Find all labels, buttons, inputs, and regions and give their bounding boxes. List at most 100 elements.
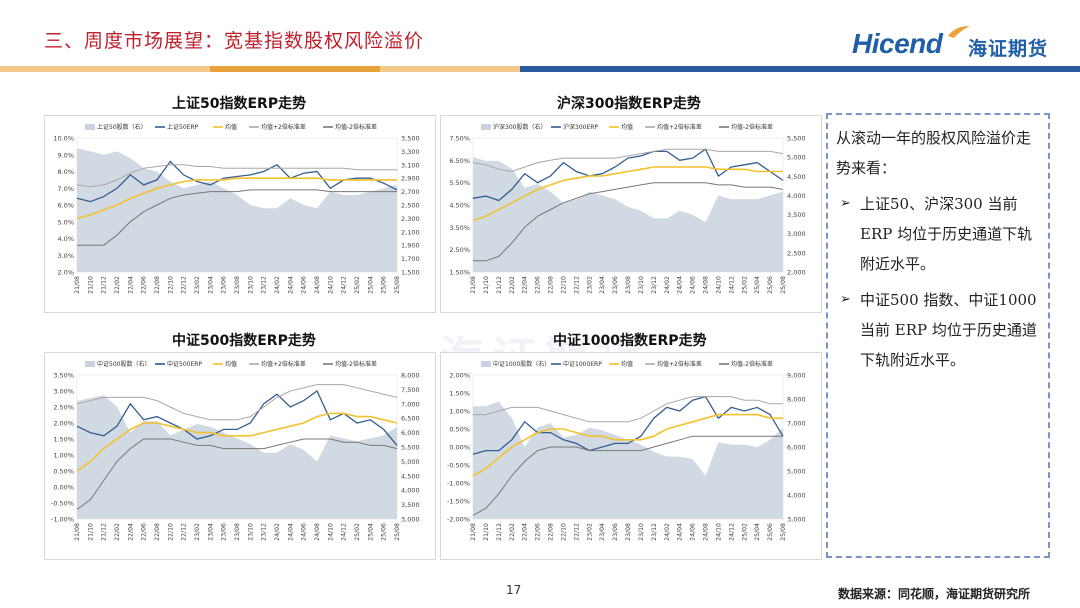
x-axis-tick-label: 22/10 (560, 523, 567, 541)
x-axis-tick-label: 24/12 (728, 523, 735, 541)
x-axis-tick-label: 24/08 (314, 276, 321, 294)
right-axis-tick-label: 5,000 (787, 468, 806, 476)
left-axis-tick-label: 1.50% (449, 390, 470, 398)
right-axis-tick-label: 1,900 (401, 242, 420, 250)
x-axis-tick-label: 23/08 (625, 523, 632, 541)
x-axis-tick-label: 24/08 (703, 276, 710, 294)
commentary-bullet-text: 中证500 指数、中证1000当前 ERP 均位于历史通道下轨附近水平。 (860, 291, 1037, 369)
x-axis-tick-label: 22/12 (181, 523, 188, 541)
legend-label: 均值+2倍标准差 (657, 123, 702, 131)
left-axis-tick-label: -0.50% (447, 462, 470, 470)
x-axis-tick-label: 25/08 (780, 523, 787, 541)
right-axis-tick-label: 6,000 (401, 429, 420, 437)
x-axis-tick-label: 25/08 (394, 523, 401, 541)
x-axis-tick-label: 22/08 (548, 523, 555, 541)
arrow-bullet-icon: ➢ (840, 196, 851, 211)
legend-label: 均值+2倍标准差 (657, 360, 702, 368)
page-number: 17 (506, 583, 522, 597)
x-axis-tick-label: 25/06 (381, 523, 388, 541)
chart-title-csi300: 沪深300指数ERP走势 (557, 96, 701, 112)
left-axis-tick-label: 3.50% (449, 224, 470, 232)
right-axis-tick-label: 5,500 (401, 444, 420, 452)
right-axis-tick-label: 5,000 (401, 458, 420, 466)
left-axis-tick-label: 2.50% (449, 246, 470, 254)
legend-label: 均值 (621, 123, 633, 131)
x-axis-tick-label: 21/12 (101, 276, 108, 294)
x-axis-tick-label: 25/06 (381, 276, 388, 294)
header-divider-band (0, 66, 1080, 72)
legend-swatch-area (85, 361, 95, 367)
left-axis-tick-label: -1.00% (447, 480, 470, 488)
x-axis-tick-label: 24/02 (274, 523, 281, 541)
right-axis-tick-label: 4,000 (401, 487, 420, 495)
left-axis-tick-label: 7.0% (57, 185, 74, 193)
logo-chinese-name: 海证期货 (968, 38, 1049, 60)
right-axis-tick-label: 3,100 (401, 161, 420, 169)
right-axis-tick-label: 3,000 (787, 516, 806, 524)
left-axis-tick-label: 1.00% (53, 452, 74, 460)
x-axis-tick-label: 23/06 (612, 276, 619, 294)
right-axis-tick-label: 4,000 (787, 192, 806, 200)
series-line-mean (472, 413, 783, 477)
x-axis-tick-label: 24/02 (664, 276, 671, 294)
commentary-bullet-text: 上证50、沪深300 当前ERP 均位于历史通道下轨附近水平。 (860, 195, 1033, 273)
x-axis-tick-label: 22/02 (509, 276, 516, 294)
brand-logo: Hicend 海证期货 (852, 26, 1062, 68)
x-axis-tick-label: 23/04 (207, 523, 214, 541)
data-source: 数据来源：同花顺，海证期货研究所 (838, 587, 1031, 601)
left-axis-tick-label: 5.0% (57, 218, 74, 226)
left-axis-tick-label: -0.50% (51, 500, 74, 508)
x-axis-tick-label: 23/02 (586, 276, 593, 294)
x-axis-tick-label: 23/04 (207, 276, 214, 294)
x-axis-tick-label: 21/08 (470, 276, 477, 294)
x-axis-tick-label: 24/12 (728, 276, 735, 294)
right-axis-tick-label: 3,500 (401, 501, 420, 509)
x-axis-tick-label: 23/06 (612, 523, 619, 541)
right-axis-tick-label: 8,000 (401, 372, 420, 380)
x-axis-tick-label: 22/10 (560, 276, 567, 294)
x-axis-tick-label: 25/02 (354, 276, 361, 294)
series-area-index (77, 395, 397, 519)
x-axis-tick-label: 25/02 (741, 276, 748, 294)
chart-panel-sse50: 10.0% 9.0% 8.0% 7.0% 6.0% 5.0% 4.0% 3.0% 2.0% 3,5… (44, 115, 436, 313)
commentary-panel: 从滚动一年的股权风险溢价走势来看： ➢ 上证50、沪深300 当前ERP 均位于… (826, 113, 1050, 558)
left-axis-tick-label: 9.0% (57, 151, 74, 159)
x-axis-tick-label: 25/06 (767, 523, 774, 541)
left-axis-tick-label: 2.00% (53, 420, 74, 428)
right-axis-tick-label: 2,700 (401, 188, 420, 196)
x-axis-tick-label: 24/04 (677, 276, 684, 294)
right-axis-tick-label: 7,500 (401, 386, 420, 394)
right-axis-tick-label: 5,500 (787, 135, 806, 143)
commentary-intro: 从滚动一年的股权风险溢价走势来看： (836, 129, 1032, 177)
x-axis-tick-label: 23/12 (651, 276, 658, 294)
left-axis-tick-label: 0.50% (449, 426, 470, 434)
legend-swatch-area (481, 361, 491, 367)
chart-panel-csi500: 3.50% 3.00% 2.50% 2.00% 1.50% 1.00% 0.50% 0.00%… (44, 352, 436, 560)
right-axis-tick-label: 2,500 (401, 202, 420, 210)
left-axis-tick-label: 8.0% (57, 168, 74, 176)
series-line-lower-band (473, 182, 784, 262)
legend-label: 中证500股数（右） (97, 360, 150, 368)
x-axis-tick-label: 22/06 (535, 276, 542, 294)
right-axis-tick-label: 2,100 (401, 228, 420, 236)
legend-label: 中证1000股数（右） (493, 360, 550, 368)
right-axis-tick-label: 2,000 (787, 269, 806, 277)
x-axis-tick-label: 23/06 (221, 276, 228, 294)
x-axis-tick-label: 23/10 (638, 523, 645, 541)
x-axis-tick-label: 21/12 (496, 523, 503, 541)
x-axis-tick-label: 22/10 (167, 276, 174, 294)
x-axis-tick-label: 22/06 (535, 523, 542, 541)
x-axis-tick-label: 22/08 (154, 523, 161, 541)
commentary-bullet: ➢ 中证500 指数、中证1000当前 ERP 均位于历史通道下轨附近水平。 (836, 285, 1040, 375)
legend-label: 均值-2倍标准差 (335, 123, 377, 131)
x-axis-tick-label: 24/08 (314, 523, 321, 541)
right-axis-tick-label: 7,000 (787, 420, 806, 428)
x-axis-tick-label: 21/08 (74, 523, 81, 541)
chart-csi300: 7.50% 6.50% 5.50% 4.50% 3.50% 2.50% 1.50% 5,500… (449, 123, 806, 294)
x-axis-tick-label: 21/10 (483, 276, 490, 294)
right-axis-tick-label: 6,000 (787, 444, 806, 452)
left-axis-tick-label: 1.00% (449, 408, 470, 416)
legend-swatch-area (481, 124, 491, 130)
chart-csi500: 3.50% 3.00% 2.50% 2.00% 1.50% 1.00% 0.50% 0.00%… (51, 360, 420, 541)
left-axis-tick-label: 0.00% (449, 444, 470, 452)
